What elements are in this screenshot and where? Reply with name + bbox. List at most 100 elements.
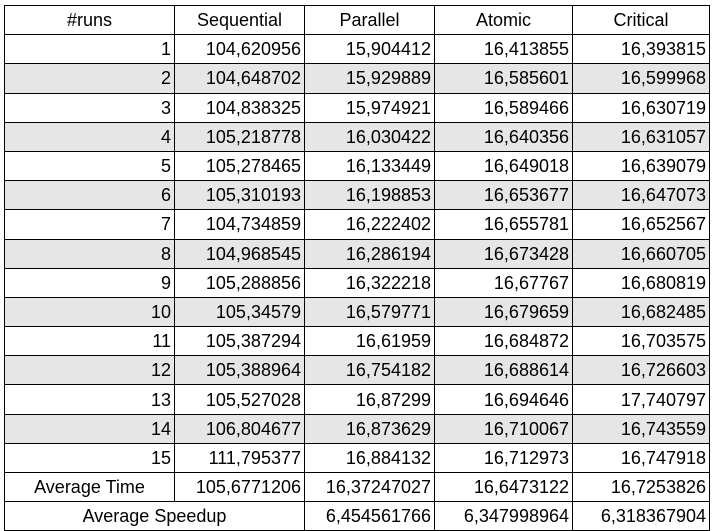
run-rows: 1 104,620956 15,904412 16,413855 16,393815 2 1… xyxy=(4,34,710,474)
cell-atomic: 16,649018 xyxy=(434,150,573,182)
table-row: 15 111,795377 16,884132 16,712973 16,747918 xyxy=(4,442,710,474)
cell-parallel: 15,929889 xyxy=(304,63,435,94)
cell-sequential: 105,34579 xyxy=(174,296,305,328)
cell-parallel: 15,904412 xyxy=(304,34,435,65)
cell-sequential: 104,968545 xyxy=(174,238,305,269)
cell-run-number: 7 xyxy=(4,209,175,240)
table-row: 1 104,620956 15,904412 16,413855 16,393815 xyxy=(4,34,710,65)
cell-critical: 16,743559 xyxy=(572,413,710,444)
table-row: 13 105,527028 16,87299 16,694646 17,740797 xyxy=(4,384,710,415)
cell-sequential: 111,795377 xyxy=(174,442,305,474)
cell-run-number: 14 xyxy=(4,413,175,444)
cell-parallel: 16,198853 xyxy=(304,180,435,211)
cell-atomic: 16,694646 xyxy=(434,384,573,415)
cell-critical: 16,639079 xyxy=(572,150,710,182)
cell-run-number: 11 xyxy=(4,326,175,357)
average-speedup-atomic: 6,347998964 xyxy=(434,501,573,531)
cell-sequential: 104,648702 xyxy=(174,63,305,94)
cell-sequential: 105,527028 xyxy=(174,384,305,415)
cell-parallel: 16,286194 xyxy=(304,238,435,269)
average-speedup-label: Average Speedup xyxy=(4,501,305,531)
table-row: 8 104,968545 16,286194 16,673428 16,660705 xyxy=(4,238,710,269)
cell-parallel: 16,754182 xyxy=(304,355,435,386)
average-time-parallel: 16,37247027 xyxy=(304,471,435,503)
cell-run-number: 1 xyxy=(4,34,175,65)
cell-run-number: 4 xyxy=(4,121,175,152)
cell-atomic: 16,67767 xyxy=(434,267,573,298)
cell-parallel: 16,579771 xyxy=(304,296,435,328)
cell-critical: 16,660705 xyxy=(572,238,710,269)
header-parallel: Parallel xyxy=(304,4,435,36)
cell-critical: 16,747918 xyxy=(572,442,710,474)
cell-atomic: 16,653677 xyxy=(434,180,573,211)
cell-atomic: 16,712973 xyxy=(434,442,573,474)
cell-atomic: 16,673428 xyxy=(434,238,573,269)
table-row: 4 105,218778 16,030422 16,640356 16,631057 xyxy=(4,121,710,152)
cell-run-number: 9 xyxy=(4,267,175,298)
average-time-atomic: 16,6473122 xyxy=(434,471,573,503)
table-row: 3 104,838325 15,974921 16,589466 16,630719 xyxy=(4,92,710,123)
cell-sequential: 106,804677 xyxy=(174,413,305,444)
cell-atomic: 16,679659 xyxy=(434,296,573,328)
table-row: 6 105,310193 16,198853 16,653677 16,647073 xyxy=(4,180,710,211)
header-row: #runs Sequential Parallel Atomic Critica… xyxy=(4,4,710,36)
cell-parallel: 16,873629 xyxy=(304,413,435,444)
average-speedup-parallel: 6,454561766 xyxy=(304,501,435,531)
cell-critical: 16,631057 xyxy=(572,121,710,152)
header-atomic: Atomic xyxy=(434,4,573,36)
cell-parallel: 16,133449 xyxy=(304,150,435,182)
cell-atomic: 16,585601 xyxy=(434,63,573,94)
runs-table: #runs Sequential Parallel Atomic Critica… xyxy=(4,4,710,531)
cell-parallel: 16,222402 xyxy=(304,209,435,240)
table-row: 10 105,34579 16,579771 16,679659 16,682485 xyxy=(4,296,710,328)
cell-critical: 16,393815 xyxy=(572,34,710,65)
cell-atomic: 16,640356 xyxy=(434,121,573,152)
cell-critical: 16,652567 xyxy=(572,209,710,240)
cell-critical: 16,726603 xyxy=(572,355,710,386)
cell-critical: 17,740797 xyxy=(572,384,710,415)
cell-parallel: 16,87299 xyxy=(304,384,435,415)
table-row: 14 106,804677 16,873629 16,710067 16,743559 xyxy=(4,413,710,444)
average-speedup-critical: 6,318367904 xyxy=(572,501,710,531)
cell-run-number: 12 xyxy=(4,355,175,386)
average-time-sequential: 105,6771206 xyxy=(174,471,305,503)
cell-sequential: 105,310193 xyxy=(174,180,305,211)
cell-sequential: 104,838325 xyxy=(174,92,305,123)
cell-sequential: 104,620956 xyxy=(174,34,305,65)
cell-sequential: 105,278465 xyxy=(174,150,305,182)
average-time-label: Average Time xyxy=(4,471,175,503)
cell-run-number: 10 xyxy=(4,296,175,328)
cell-parallel: 16,322218 xyxy=(304,267,435,298)
cell-run-number: 2 xyxy=(4,63,175,94)
cell-atomic: 16,589466 xyxy=(434,92,573,123)
table-row: 11 105,387294 16,61959 16,684872 16,703575 xyxy=(4,326,710,357)
cell-run-number: 3 xyxy=(4,92,175,123)
average-time-critical: 16,7253826 xyxy=(572,471,710,503)
cell-run-number: 13 xyxy=(4,384,175,415)
header-runs: #runs xyxy=(4,4,175,36)
cell-critical: 16,680819 xyxy=(572,267,710,298)
header-critical: Critical xyxy=(572,4,710,36)
average-speedup-row: Average Speedup 6,454561766 6,347998964 … xyxy=(4,501,710,531)
table-row: 7 104,734859 16,222402 16,655781 16,652567 xyxy=(4,209,710,240)
cell-run-number: 6 xyxy=(4,180,175,211)
cell-sequential: 105,288856 xyxy=(174,267,305,298)
cell-parallel: 16,61959 xyxy=(304,326,435,357)
cell-parallel: 15,974921 xyxy=(304,92,435,123)
cell-critical: 16,703575 xyxy=(572,326,710,357)
cell-critical: 16,682485 xyxy=(572,296,710,328)
table-row: 2 104,648702 15,929889 16,585601 16,599968 xyxy=(4,63,710,94)
average-time-row: Average Time 105,6771206 16,37247027 16,… xyxy=(4,471,710,503)
cell-run-number: 15 xyxy=(4,442,175,474)
cell-atomic: 16,710067 xyxy=(434,413,573,444)
cell-atomic: 16,684872 xyxy=(434,326,573,357)
cell-sequential: 105,387294 xyxy=(174,326,305,357)
table-row: 12 105,388964 16,754182 16,688614 16,726603 xyxy=(4,355,710,386)
cell-sequential: 105,218778 xyxy=(174,121,305,152)
cell-atomic: 16,655781 xyxy=(434,209,573,240)
cell-atomic: 16,688614 xyxy=(434,355,573,386)
cell-run-number: 5 xyxy=(4,150,175,182)
cell-critical: 16,647073 xyxy=(572,180,710,211)
cell-critical: 16,599968 xyxy=(572,63,710,94)
cell-run-number: 8 xyxy=(4,238,175,269)
